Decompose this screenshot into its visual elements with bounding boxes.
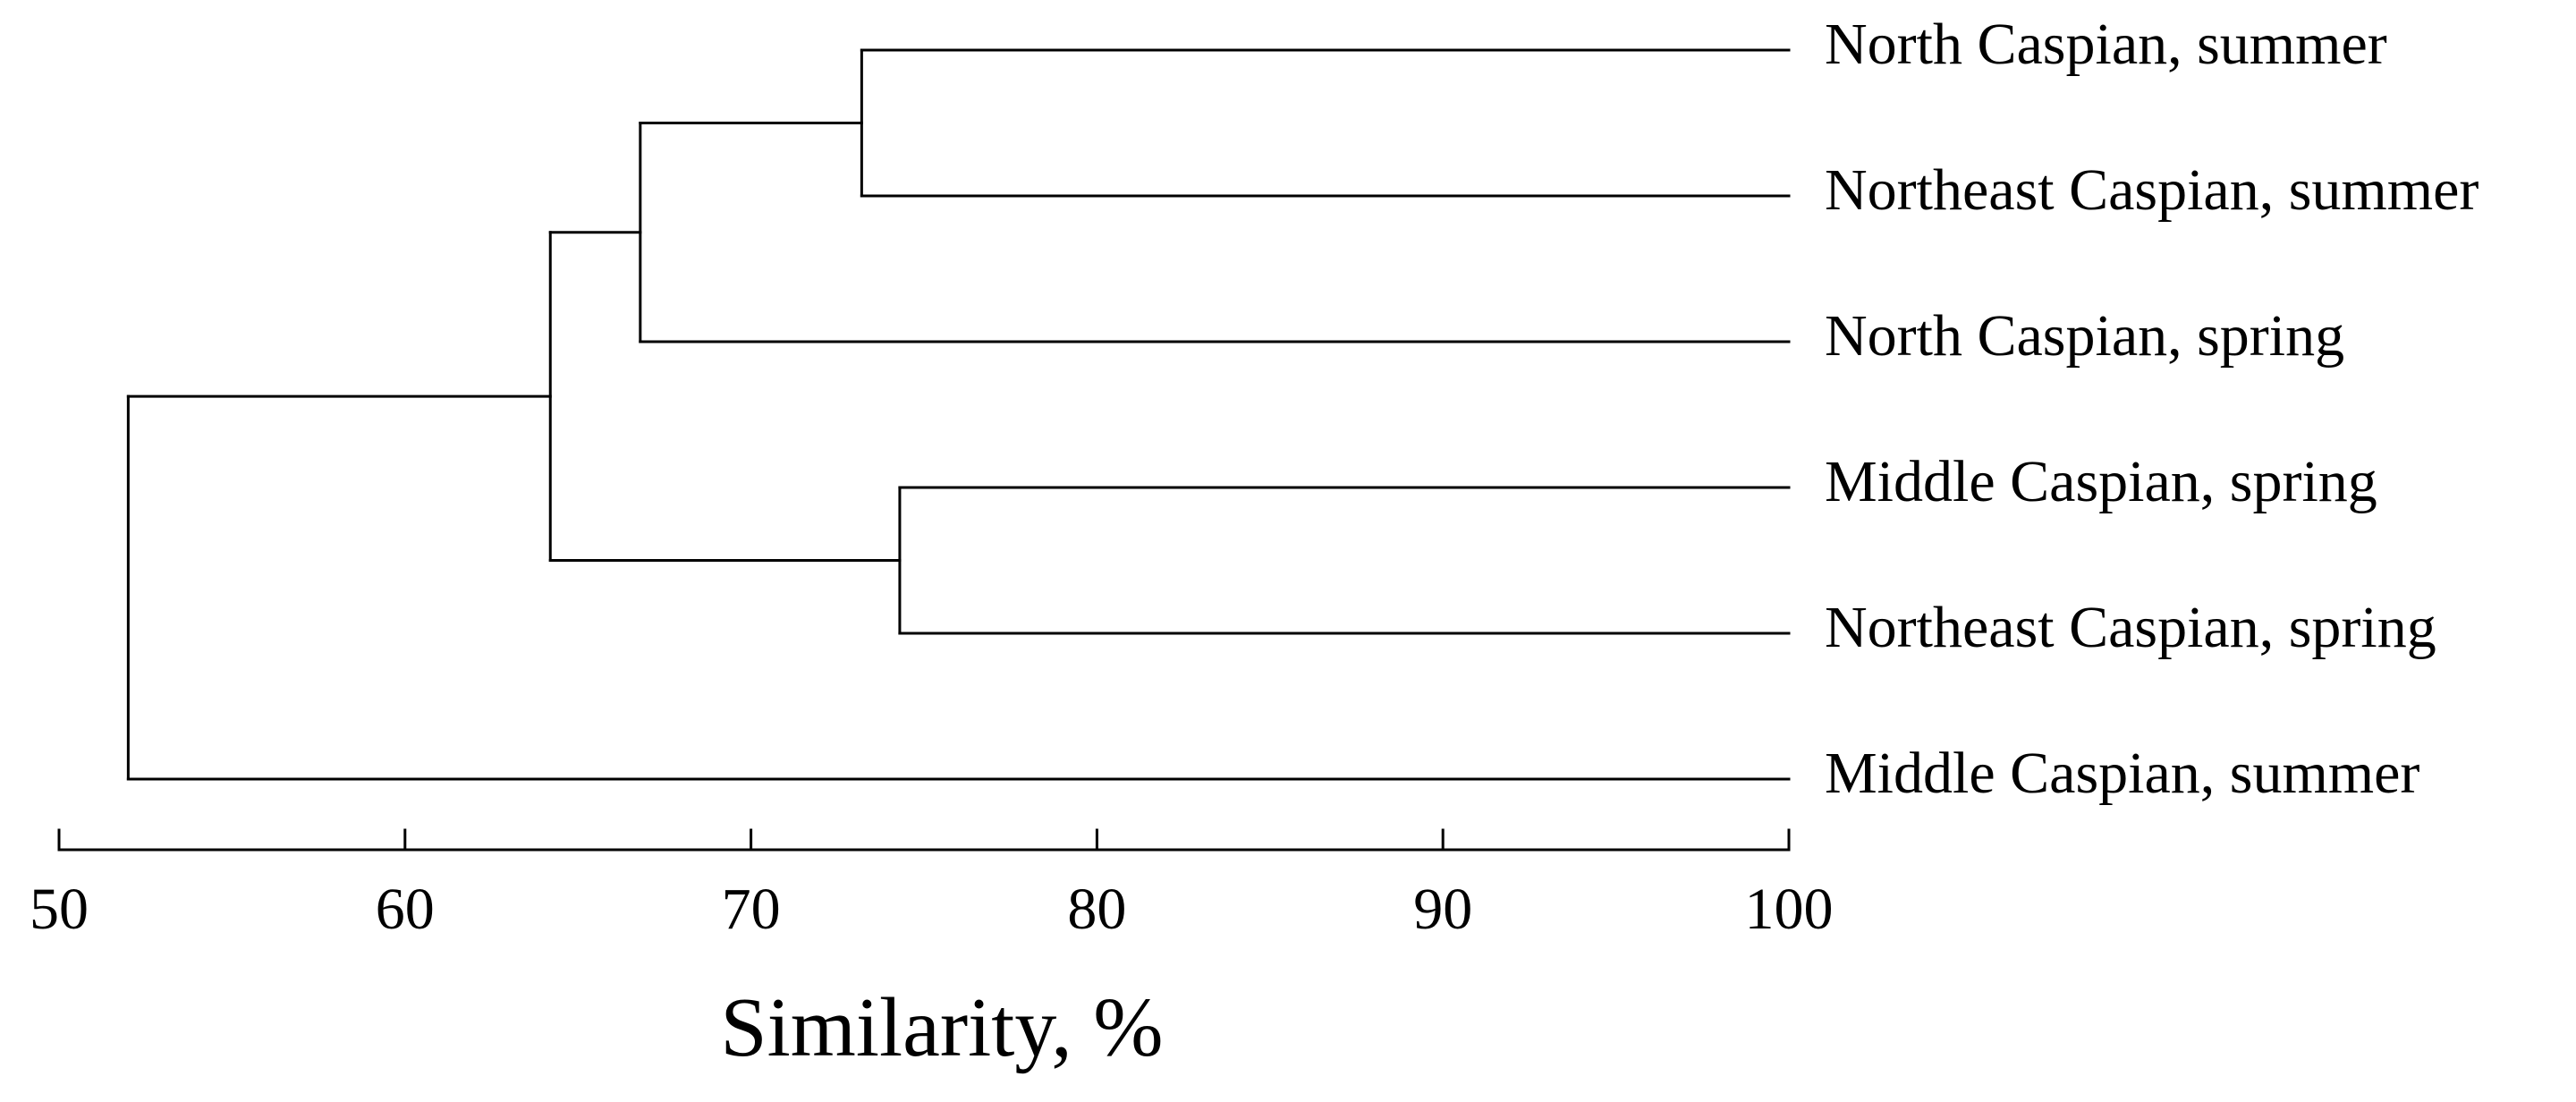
leaf-label-middle-caspian-spring: Middle Caspian, spring <box>1825 449 2377 514</box>
x-tick-label-70: 70 <box>722 877 781 942</box>
leaf-label-north-caspian-spring: North Caspian, spring <box>1825 303 2344 369</box>
x-axis-title: Similarity, % <box>720 981 1163 1074</box>
leaf-label-northeast-caspian-spring: Northeast Caspian, spring <box>1825 595 2436 660</box>
leaf-label-middle-caspian-summer: Middle Caspian, summer <box>1825 741 2419 806</box>
leaf-labels: North Caspian, summer Northeast Caspian, … <box>1825 12 2479 806</box>
x-tick-label-50: 50 <box>30 877 89 942</box>
x-axis: 50 60 70 80 90 100 <box>30 828 1834 942</box>
x-tick-label-100: 100 <box>1745 877 1834 942</box>
dendrogram-branches <box>126 48 1791 781</box>
leaf-label-north-caspian-summer: North Caspian, summer <box>1825 12 2387 77</box>
x-tick-label-90: 90 <box>1413 877 1472 942</box>
x-axis-ticks: 50 60 70 80 90 100 <box>30 828 1834 942</box>
x-tick-label-60: 60 <box>376 877 435 942</box>
leaf-label-northeast-caspian-summer: Northeast Caspian, summer <box>1825 157 2479 223</box>
x-tick-label-80: 80 <box>1067 877 1126 942</box>
